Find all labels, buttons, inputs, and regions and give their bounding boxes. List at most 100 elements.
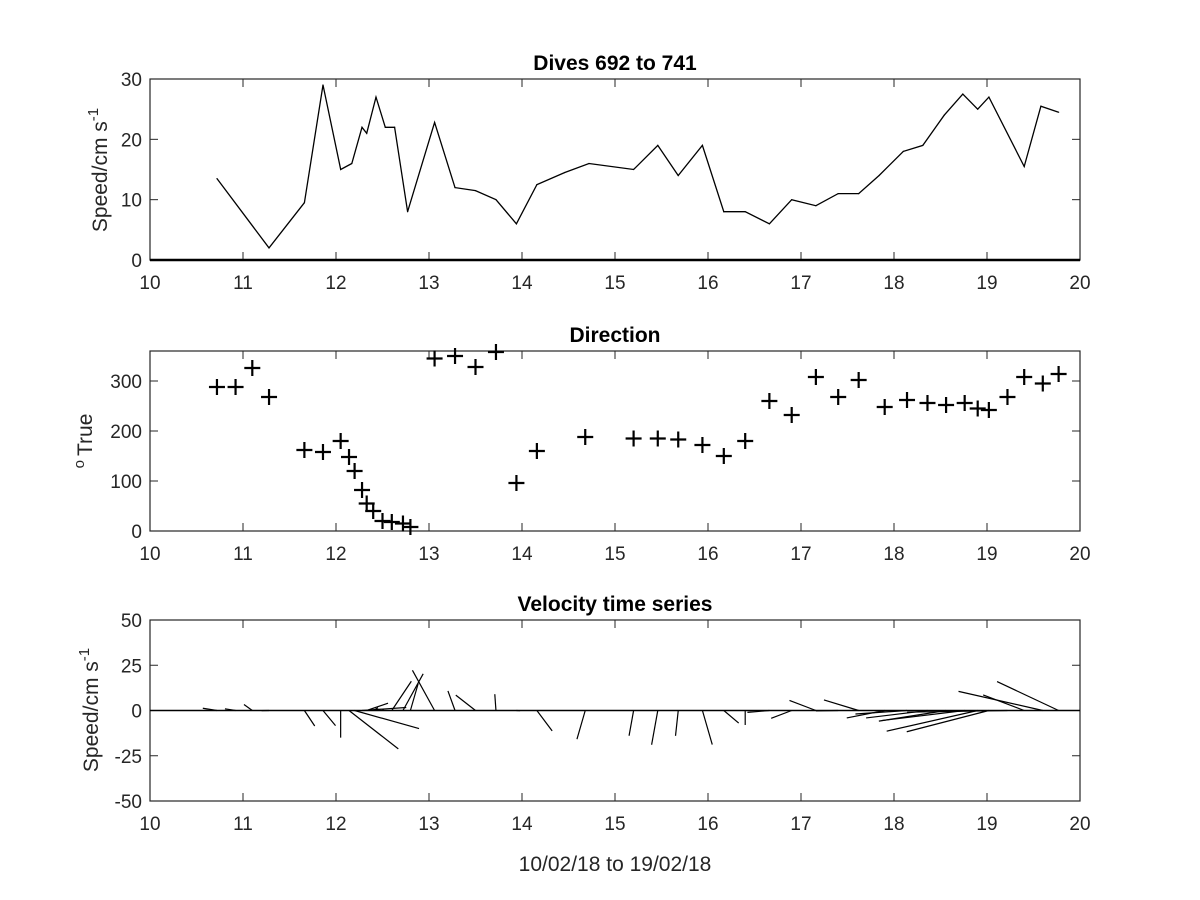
velocity-stick: [958, 690, 1043, 712]
velocity-stick: [382, 708, 385, 711]
speed-data-point: [393, 126, 396, 128]
direction-x-tick-label: 12: [325, 544, 346, 565]
direction-plus-marker: [383, 514, 400, 530]
direction-plus-marker: [314, 444, 331, 460]
direction-plus-marker: [426, 350, 443, 367]
velocity-stick: [982, 694, 1025, 712]
velocity-x-axis-label: 10/02/18 to 19/02/18: [519, 853, 712, 876]
velocity-stick: [881, 709, 965, 722]
direction-plus-marker: [354, 482, 371, 498]
velocity-stick: [372, 707, 379, 712]
direction-plus-marker: [296, 442, 313, 458]
speed-data-point: [351, 162, 353, 165]
speed-data-point: [988, 96, 990, 98]
velocity-stick: [322, 710, 336, 726]
velocity-y-axis-label-superscript: -1: [76, 648, 93, 661]
speed-data-point: [701, 144, 704, 146]
speed-x-tick-label: 18: [883, 273, 904, 294]
direction-y-tick-label: 300: [110, 372, 142, 393]
speed-data-point: [1040, 105, 1042, 107]
direction-plus-marker: [467, 359, 484, 375]
direction-plot-frame: [149, 350, 1081, 532]
speed-x-tick-label: 19: [976, 273, 997, 294]
velocity-stick: [224, 708, 236, 712]
velocity-stick: [907, 709, 1008, 713]
direction-plus-marker: [487, 344, 504, 360]
direction-plus-marker: [402, 519, 419, 535]
velocity-stick: [391, 680, 412, 711]
velocity-stick: [303, 710, 316, 727]
speed-data-point: [1023, 165, 1025, 168]
speed-data-point: [268, 247, 270, 249]
velocity-y-tick-label: -25: [115, 747, 142, 768]
direction-plus-marker: [358, 495, 375, 512]
direction-plus-marker: [715, 448, 732, 464]
velocity-stick: [455, 694, 476, 711]
direction-plus-marker: [1016, 369, 1033, 385]
direction-plus-marker: [365, 503, 382, 519]
velocity-stick: [770, 709, 792, 719]
speed-data-point: [433, 121, 436, 124]
speed-data-point: [1058, 111, 1060, 113]
speed-data-point: [977, 108, 979, 110]
speed-data-point: [454, 187, 456, 189]
direction-plus-marker: [227, 379, 244, 395]
direction-plus-marker: [969, 400, 986, 417]
velocity-stick: [855, 709, 908, 715]
velocity-stick: [348, 710, 399, 750]
speed-data-point: [878, 174, 880, 177]
velocity-x-tick-label: 14: [511, 814, 533, 835]
direction-x-tick-label: 14: [511, 544, 533, 565]
direction-plus-marker: [261, 389, 278, 405]
velocity-stick: [494, 694, 497, 711]
direction-plus-marker: [625, 430, 642, 447]
velocity-stick: [723, 710, 740, 724]
speed-data-point: [768, 223, 770, 225]
speed-data-point: [902, 150, 904, 152]
direction-plus-marker: [244, 360, 261, 376]
velocity-x-tick-label: 10: [139, 814, 160, 835]
speed-data-point: [340, 168, 342, 171]
speed-data-point: [303, 202, 305, 204]
speed-x-tick-label: 10: [139, 273, 160, 294]
direction-plus-marker: [332, 433, 349, 449]
speed-y-tick-label: 30: [121, 70, 142, 91]
speed-data-point: [495, 199, 497, 201]
speed-data-point: [515, 223, 518, 225]
speed-data-point: [744, 211, 746, 213]
direction-x-tick-label: 16: [697, 544, 718, 565]
direction-plus-marker: [694, 437, 711, 453]
speed-y-tick-label: 0: [131, 251, 142, 272]
speed-x-tick-label: 12: [325, 273, 346, 294]
direction-plus-marker: [737, 433, 754, 449]
velocity-stick: [747, 709, 770, 713]
direction-plus-marker: [783, 407, 800, 423]
velocity-x-tick-label: 19: [976, 814, 997, 835]
direction-plus-marker: [577, 429, 594, 445]
speed-x-tick-label: 11: [233, 273, 253, 294]
speed-data-point: [943, 114, 945, 116]
direction-plus-marker: [208, 379, 225, 395]
speed-y-axis-label-superscript: -1: [85, 108, 102, 121]
direction-plus-marker: [447, 348, 464, 364]
speed-plot-frame: [149, 78, 1081, 261]
direction-plus-marker: [876, 399, 893, 415]
velocity-y-tick-label: 0: [131, 702, 142, 723]
direction-plus-marker: [508, 475, 525, 491]
speed-data-point: [815, 205, 817, 207]
direction-plus-marker: [394, 515, 411, 532]
speed-x-tick-label: 14: [511, 273, 533, 294]
direction-y-tick-label: 100: [110, 472, 142, 493]
direction-plus-marker: [1050, 366, 1067, 382]
speed-data-point: [588, 162, 590, 165]
speed-data-point: [322, 84, 324, 86]
velocity-chart-title: Velocity time series: [518, 593, 713, 616]
speed-data-point: [407, 211, 409, 213]
velocity-stick: [674, 710, 679, 736]
velocity-y-axis-label-text: Speed/cm s: [80, 661, 103, 772]
direction-y-tick-label: 200: [110, 422, 142, 443]
velocity-stick: [402, 673, 424, 711]
velocity-y-tick-label: 25: [121, 656, 142, 677]
